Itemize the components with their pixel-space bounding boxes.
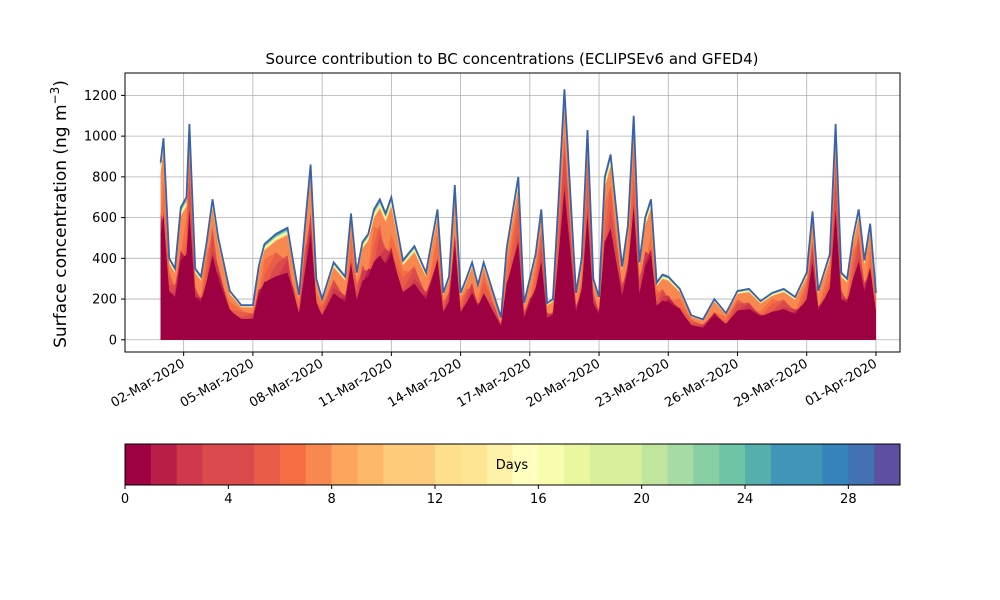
y-axis-ticks: 0 200 400 600 800 1000 1200 [84,89,125,348]
colorbar-swatch [796,444,823,485]
colorbar-tick-label: 12 [427,492,444,507]
colorbar-swatch [538,444,565,485]
total-concentration-line [159,89,877,321]
colorbar-frame [124,443,901,486]
colorbar-swatch [125,444,152,485]
colorbar-swatches [125,444,901,485]
colorbar-swatch [512,444,539,485]
colorbar-swatch [486,444,513,485]
y-tick-label: 1200 [84,89,117,104]
colorbar-swatch [667,444,694,485]
colorbar-swatch [176,444,203,485]
colorbar-swatch [409,444,436,485]
colorbar-swatch [228,444,255,485]
colorbar-tick-label: 4 [224,492,232,507]
colorbar-swatch [202,444,229,485]
x-tick-label: 02-Mar-2020 [109,356,188,410]
colorbar-swatch [435,444,462,485]
colorbar-tick-label: 8 [328,492,336,507]
area-layer-base [160,189,877,340]
y-tick-label: 400 [92,252,117,267]
colorbar-swatch [254,444,281,485]
colorbar-swatch [331,444,358,485]
x-tick-label: 11-Mar-2020 [316,356,395,410]
colorbar-ticks: 0 4 8 12 16 20 24 28 [121,485,857,507]
colorbar-swatch [770,444,798,485]
chart-title: Source contribution to BC concentrations… [265,50,758,68]
y-axis-label: Surface concentration (ng m−3) [48,80,71,348]
x-tick-label: 20-Mar-2020 [524,356,603,410]
colorbar-tick-label: 28 [840,492,857,507]
colorbar-swatch [745,444,772,485]
colorbar-swatch [357,444,384,485]
colorbar-tick-label: 24 [737,492,754,507]
colorbar-swatch [822,444,849,485]
x-tick-label: 14-Mar-2020 [385,356,464,410]
colorbar-swatch [641,444,668,485]
colorbar-swatch [590,444,617,485]
y-tick-label: 800 [92,170,117,185]
colorbar: Days 0 4 8 12 16 20 24 28 [121,443,901,507]
colorbar-tick-label: 16 [530,492,547,507]
colorbar-swatch [280,444,307,485]
y-tick-label: 1000 [84,130,117,145]
x-tick-label: 08-Mar-2020 [247,356,326,410]
x-tick-label: 29-Mar-2020 [732,356,811,410]
colorbar-swatch [460,444,488,485]
colorbar-swatch [693,444,720,485]
colorbar-swatch [615,444,643,485]
plot-frame [124,72,901,353]
colorbar-tick-label: 20 [633,492,650,507]
y-tick-label: 200 [92,293,117,308]
x-tick-label: 17-Mar-2020 [455,356,534,410]
colorbar-swatch [383,444,410,485]
y-tick-label: 600 [92,211,117,226]
x-tick-label: 26-Mar-2020 [662,356,741,410]
y-tick-label: 0 [109,333,117,348]
x-axis-ticks: 02-Mar-202005-Mar-202008-Mar-202011-Mar-… [109,352,880,411]
plot-area: 0 200 400 600 800 1000 1200 02-Mar-202005-Mar-… [84,72,901,411]
colorbar-label: Days [496,458,529,473]
stacked-area-layers [160,89,877,340]
x-tick-label: 23-Mar-2020 [593,356,672,410]
colorbar-swatch [150,444,178,485]
colorbar-swatch [719,444,746,485]
colorbar-swatch [305,444,333,485]
x-tick-label: 05-Mar-2020 [178,356,257,410]
colorbar-tick-label: 0 [121,492,129,507]
x-tick-label: 01-Apr-2020 [803,356,880,409]
colorbar-swatch [874,444,901,485]
colorbar-swatch [564,444,591,485]
colorbar-swatch [848,444,875,485]
